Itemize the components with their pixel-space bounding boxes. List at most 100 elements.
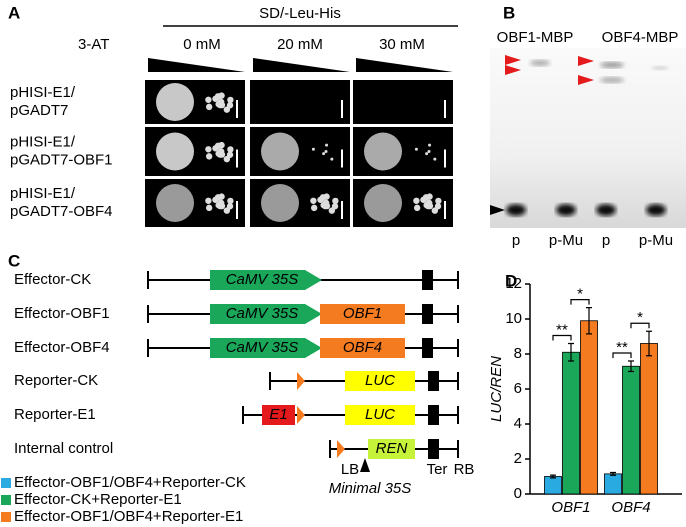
promoter	[210, 304, 322, 324]
bar	[640, 343, 658, 495]
gene-label: E1	[269, 406, 287, 423]
yeast-colony	[317, 196, 324, 203]
bar	[604, 473, 622, 495]
significance: **	[556, 321, 568, 338]
terminator	[422, 270, 433, 290]
header: SD/-Leu-His	[259, 5, 341, 22]
yeast-colony	[205, 204, 213, 212]
yeast-colony	[212, 95, 219, 102]
strain-label: pHISI-E1/	[10, 185, 76, 202]
panel-label: D	[505, 271, 517, 290]
yeast-colony	[323, 202, 331, 210]
yeast-colony	[420, 196, 427, 203]
strain-label: pGADT7-OBF1	[10, 151, 113, 168]
yeast-colony	[332, 197, 339, 205]
legend-swatch	[1, 495, 11, 505]
lane-label: p	[512, 232, 520, 249]
yeast-colony	[212, 196, 219, 203]
concentration: 20 mM	[277, 36, 323, 53]
error-bar	[646, 330, 652, 357]
significance: **	[616, 339, 628, 356]
strain-label: pGADT7	[10, 102, 68, 119]
yeast-spot	[364, 132, 402, 171]
promoter-label: CaMV 35S	[226, 305, 299, 322]
yeast-colony	[324, 150, 328, 153]
y-tick-label: 2	[514, 450, 522, 467]
gene-label: LUC	[365, 406, 395, 423]
shift-band	[530, 60, 550, 66]
x-tick-label: OBF4	[611, 499, 650, 516]
yeast-colony	[413, 197, 420, 204]
concentration: 0 mM	[183, 36, 221, 53]
yeast-colony	[218, 202, 226, 210]
significance-bracket	[570, 299, 590, 305]
terminator	[428, 439, 439, 459]
concentration: 30 mM	[379, 36, 425, 53]
yeast-colony	[433, 157, 437, 161]
panel-label: C	[8, 251, 20, 270]
free-probe-band	[556, 204, 576, 216]
bar	[544, 476, 562, 495]
y-tick-label: 4	[514, 415, 522, 432]
spot-panel	[250, 80, 350, 124]
yeast-colony	[325, 143, 329, 147]
lane-label: p-Mu	[549, 232, 583, 249]
yeast-colony	[227, 146, 234, 153]
marker: LB	[341, 461, 359, 478]
yeast-colony	[226, 102, 234, 109]
protein-label: OBF1-MBP	[497, 29, 574, 46]
free-probe-band	[506, 204, 526, 216]
yeast-colony	[311, 147, 315, 151]
marker-arrow	[360, 458, 370, 472]
minimal-promoter	[297, 406, 305, 424]
y-tick-label: 0	[514, 485, 522, 502]
gene-label: OBF1	[343, 305, 382, 322]
yeast-spot	[156, 83, 194, 121]
yeast-colony	[226, 151, 234, 158]
construct-name: Effector-OBF4	[14, 339, 110, 356]
legend-swatch	[1, 478, 11, 488]
yeast-colony	[426, 202, 434, 210]
error-bar	[568, 342, 574, 362]
construct-name: Effector-OBF1	[14, 305, 110, 322]
arrow	[578, 75, 594, 85]
yeast-colony	[435, 197, 442, 205]
gene	[320, 338, 405, 358]
yeast-colony	[414, 147, 418, 151]
yeast-colony	[330, 157, 334, 161]
reagent-label: 3-AT	[78, 36, 109, 53]
arrow	[505, 65, 521, 75]
shift-band	[600, 62, 624, 68]
yeast-colony	[226, 203, 234, 210]
significance-bracket	[612, 352, 632, 358]
error-bar	[628, 360, 634, 373]
yeast-colony	[218, 101, 226, 109]
lane-label: p-Mu	[639, 232, 673, 249]
yeast-colony	[425, 152, 429, 156]
significance: *	[577, 286, 583, 303]
significance-bracket	[630, 322, 650, 329]
error-bar	[586, 307, 592, 335]
yeast-colony	[322, 152, 326, 156]
error-bar	[550, 474, 556, 479]
y-tick-label: 8	[514, 345, 522, 362]
promoter-label: CaMV 35S	[226, 271, 299, 288]
y-tick-label: 12	[505, 275, 522, 292]
gene-label: REN	[376, 440, 408, 457]
legend-label: Effector-CK+Reporter-E1	[14, 491, 182, 508]
bar	[622, 365, 640, 495]
significance-bracket	[552, 334, 572, 341]
shift-band	[600, 77, 624, 83]
panel-label: B	[503, 3, 515, 22]
strain-label: pHISI-E1/	[10, 133, 76, 150]
lane-label: p	[602, 232, 610, 249]
free-probe-band	[646, 204, 666, 216]
minimal-promoter	[297, 372, 305, 390]
strain-label: pGADT7-OBF4	[10, 203, 113, 220]
yeast-colony	[205, 96, 212, 103]
yeast-colony	[413, 204, 421, 212]
legend-label: Effector-OBF1/OBF4+Reporter-E1	[14, 508, 243, 525]
marker: Minimal 35S	[329, 480, 412, 497]
shift-band	[652, 66, 668, 70]
construct-name: Internal control	[14, 440, 113, 457]
